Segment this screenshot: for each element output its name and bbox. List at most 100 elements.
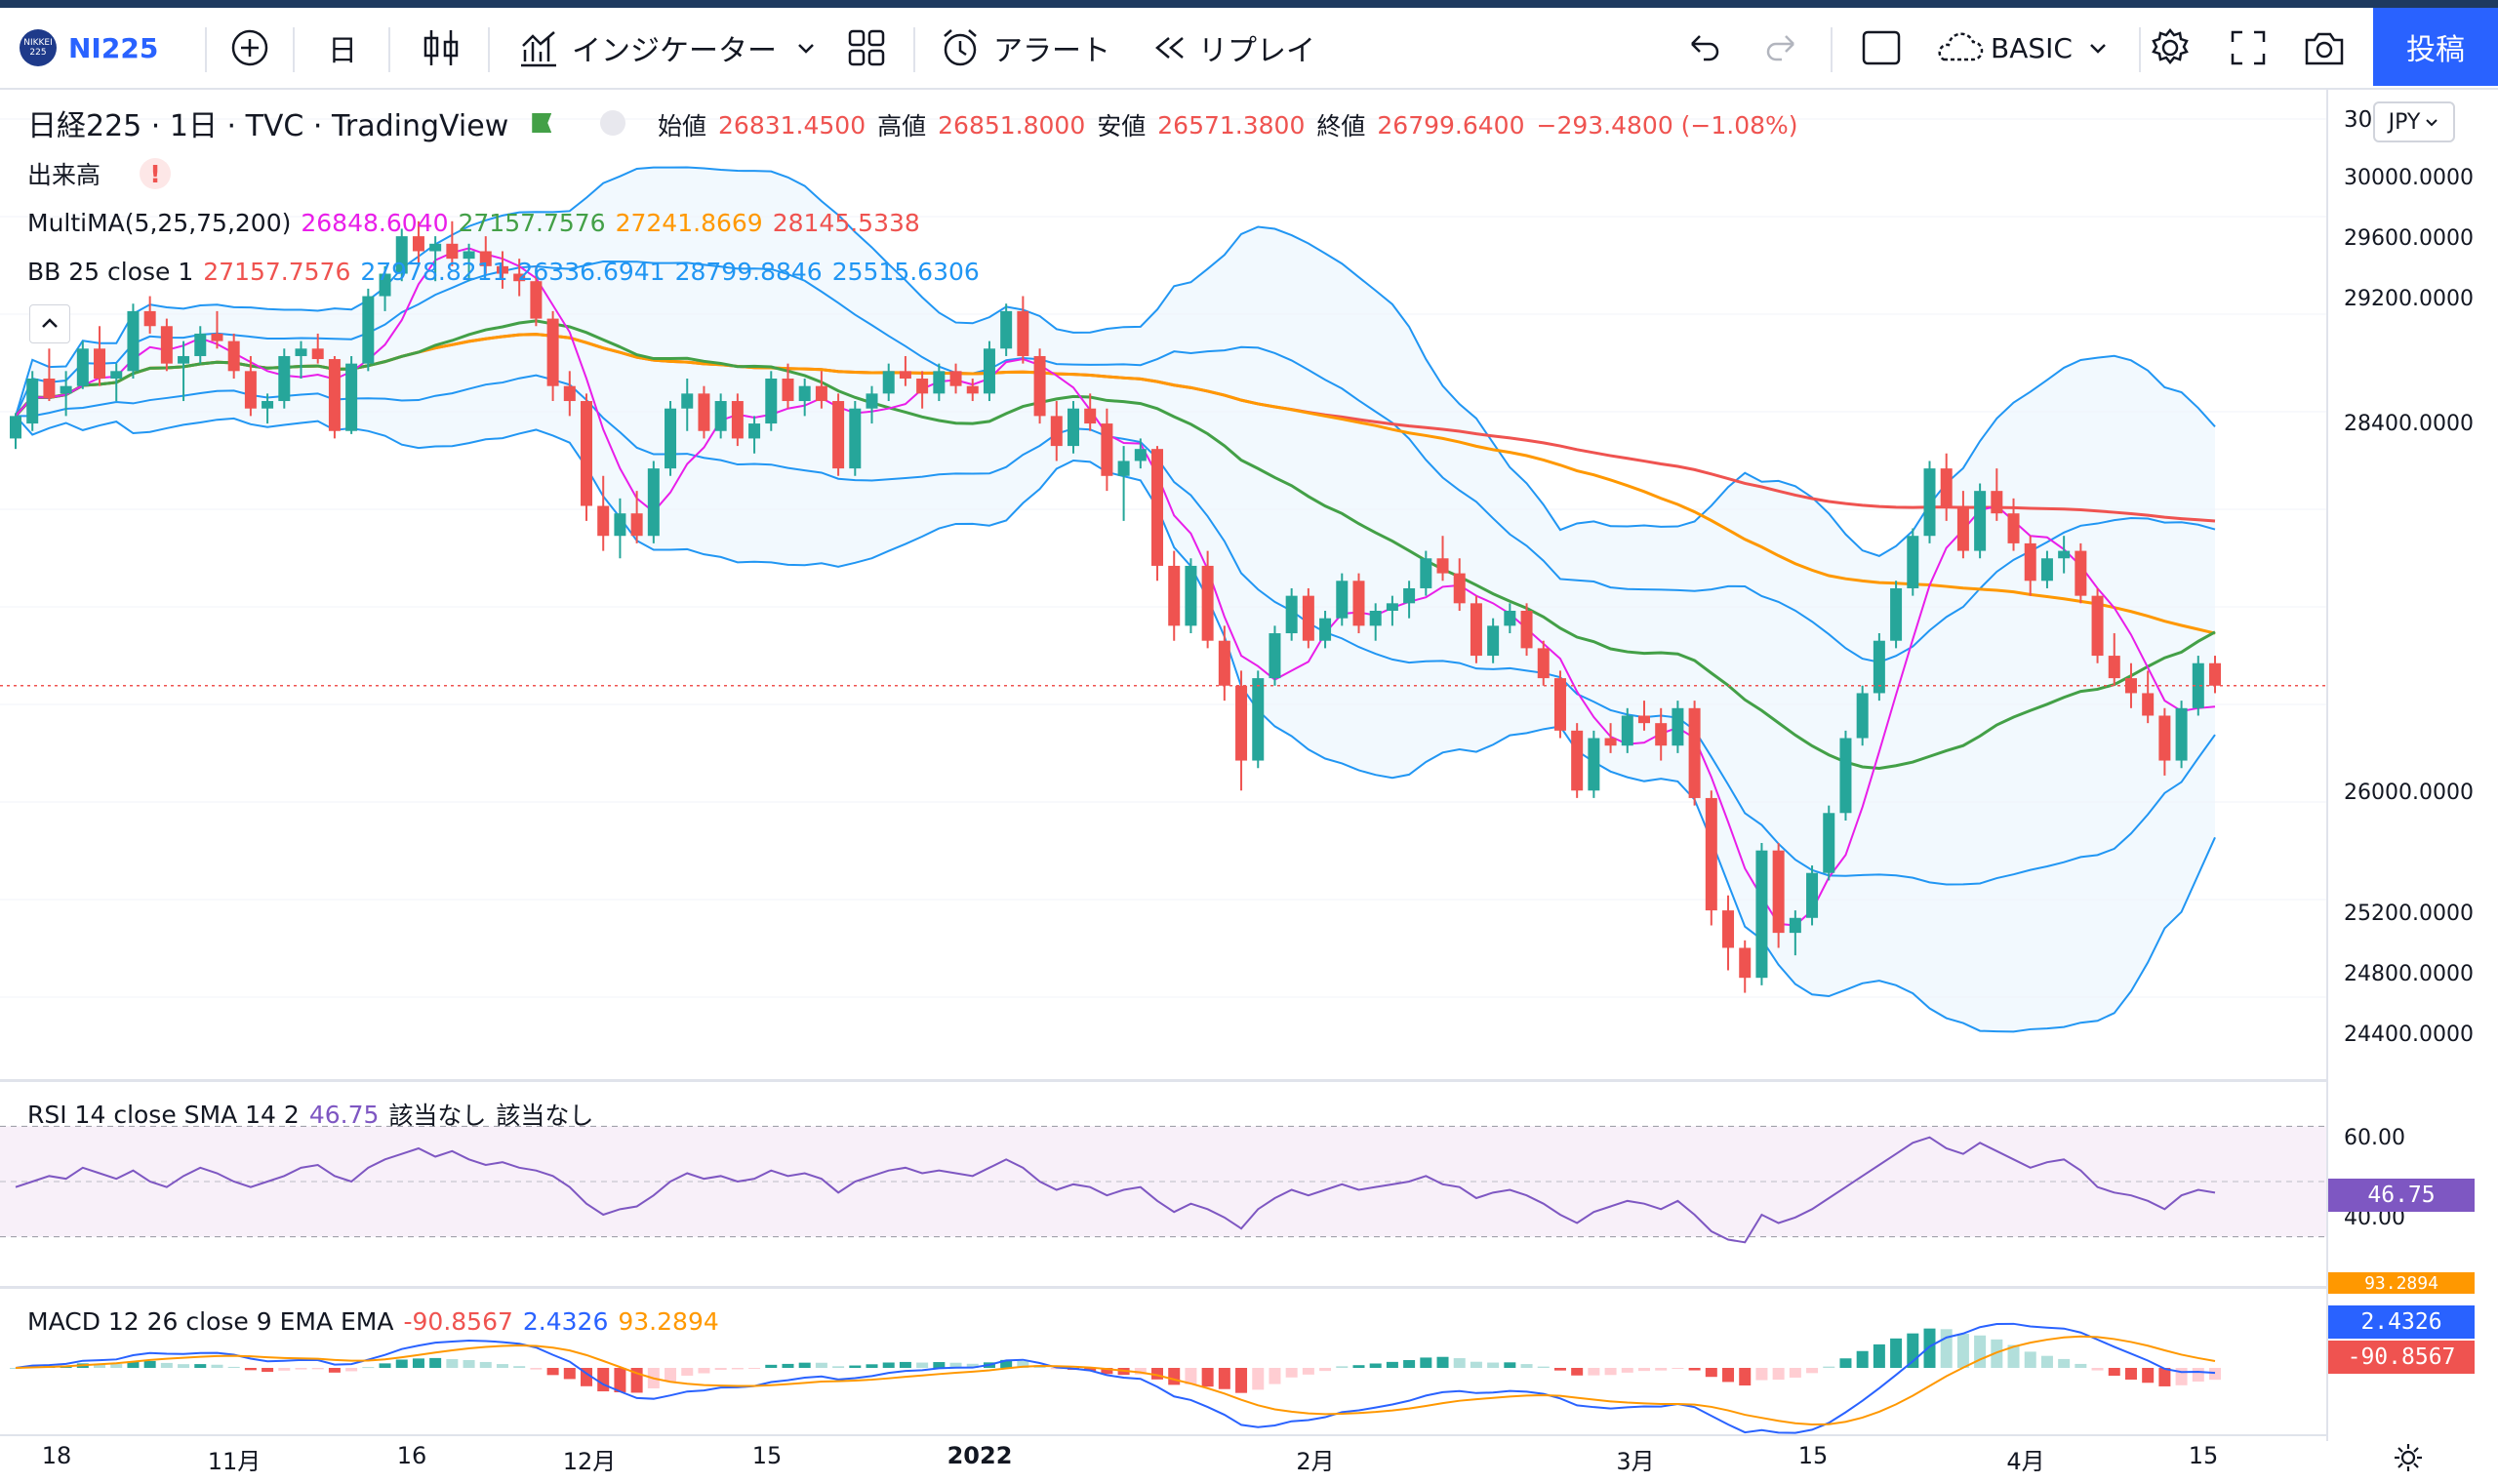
macd-histogram-bar [1705,1368,1717,1378]
price-tag-ma25: 27157.7576 [2333,555,2470,581]
macd-histogram-bar [2091,1368,2104,1371]
warning-icon[interactable]: ! [140,158,172,189]
macd-histogram-bar [1839,1358,1852,1368]
rsi-tick: 60.00 [2344,1126,2405,1150]
macd-histogram-bar [1991,1339,2003,1368]
chevron-down-icon [2426,119,2438,127]
bb-legend[interactable]: BB 25 close 1 27157.7576 27978.8211 2633… [27,258,980,286]
bb-upper1-line [15,260,2216,663]
macd-histogram-bar [395,1359,408,1368]
symbol-search-button[interactable]: NIKKEI 225 NI225 [20,18,158,78]
candle-body [1017,310,1029,356]
macd-histogram-bar [1336,1366,1349,1368]
indicators-button[interactable]: インジケーター [517,18,818,78]
macd-histogram-bar [849,1365,862,1368]
price-chart-svg[interactable] [0,90,2326,1441]
expand-icon [2231,30,2266,65]
price-scale[interactable]: 30 30000.0000 29600.0000 29200.0000 2840… [2326,90,2498,1441]
candle-body [1553,678,1566,731]
macd-histogram-bar [1436,1356,1449,1368]
time-tick: 15 [1797,1442,1829,1469]
macd-legend[interactable]: MACD 12 26 close 9 EMA EMA -90.8567 2.43… [27,1307,719,1336]
interval-button[interactable]: 日 [328,18,357,78]
macd-histogram-bar [1403,1360,1416,1368]
macd-histogram-bar [463,1360,475,1368]
redo-button[interactable] [1762,18,1801,78]
macd-histogram-bar [731,1368,744,1370]
chart-type-button[interactable] [422,18,461,78]
candle-body [1487,625,1500,657]
candle-body [597,505,610,537]
replay-button[interactable]: リプレイ [1151,18,1315,78]
macd-histogram-bar [211,1364,223,1368]
macd-histogram-bar [748,1368,761,1369]
chart-area[interactable] [0,90,2326,1441]
divider [913,27,915,72]
candle-body [446,243,459,260]
alert-button[interactable]: アラート [939,18,1110,78]
layout-button[interactable]: BASIC [1932,18,2110,78]
time-axis[interactable] [0,1434,2326,1484]
rsi-na1: 該当なし [388,1102,487,1130]
camera-icon [2305,32,2344,65]
fullscreen-toggle-button[interactable] [1860,18,1903,78]
replay-label: リプレイ [1198,34,1315,68]
macd-histogram-bar [2058,1358,2071,1368]
high-value: 26851.8000 [938,110,1086,140]
macd-histogram-bar [1655,1368,1668,1371]
candle-body [1839,738,1852,814]
macd-histogram-bar [262,1368,274,1373]
macd-histogram-bar [1453,1358,1466,1368]
macd-histogram-bar [1285,1368,1298,1378]
indicators-icon [521,31,556,67]
candle-body [1352,581,1365,626]
macd-histogram-bar [110,1364,123,1368]
candle-body [916,379,929,394]
fullscreen-button[interactable] [2229,18,2268,78]
templates-button[interactable] [847,18,886,78]
currency-selector[interactable]: JPY [2373,101,2455,142]
divider [293,27,295,72]
alert-label: アラート [993,34,1110,68]
chart-title: 日経225 · 1日 · TVC · TradingView [27,109,509,143]
macd-histogram-bar [1923,1328,1936,1368]
cloud-icon [1938,32,1984,61]
collapse-legend-button[interactable] [29,304,70,343]
macd-histogram-bar [1856,1350,1869,1368]
candle-body [1302,595,1314,641]
candle-body [60,385,72,394]
chevron-up-icon [42,318,58,328]
candle-body [76,348,89,386]
snapshot-button[interactable] [2303,18,2346,78]
macd-histogram-bar [1487,1362,1500,1368]
macd-histogram-bar [815,1362,827,1368]
rsi-value: 46.75 [308,1100,380,1129]
divider [2139,27,2141,72]
candle-body [1588,738,1600,791]
volume-legend[interactable]: 出来高 ! [27,156,172,191]
settings-button[interactable] [2149,18,2192,78]
pane-divider[interactable] [0,1079,2498,1082]
compare-add-button[interactable] [228,18,271,78]
volume-label: 出来高 [27,161,101,189]
post-button[interactable]: 投稿 [2373,8,2498,86]
close-value: 26799.6400 [1377,110,1525,140]
undo-button[interactable] [1684,18,1723,78]
axis-settings-button[interactable] [2389,1438,2428,1477]
rsi-label: RSI 14 close SMA 14 2 [27,1100,300,1129]
candle-body [782,379,794,402]
candle-body [1823,813,1835,873]
candle-body [127,310,140,372]
candle-body [966,385,979,394]
candle-body [1755,850,1768,979]
candle-body [1218,640,1230,686]
bb-basis-value: 27157.7576 [203,258,351,286]
ma-legend[interactable]: MultiMA(5,25,75,200) 26848.6040 27157.75… [27,209,920,237]
rsi-legend[interactable]: RSI 14 close SMA 14 2 46.75 該当なし 該当なし [27,1097,593,1132]
candle-body [866,393,878,409]
ma75-value: 27241.8669 [615,209,763,237]
pane-divider[interactable] [0,1286,2498,1289]
macd-histogram-bar [1571,1368,1584,1376]
macd-histogram-bar [496,1364,508,1368]
macd-histogram-bar [546,1368,559,1376]
